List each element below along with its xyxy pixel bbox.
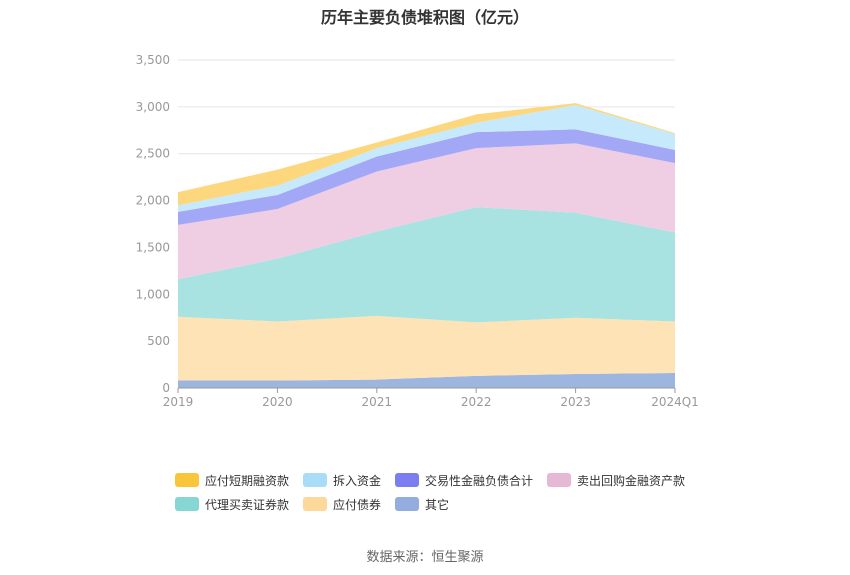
y-tick-label: 2,000 [136,194,170,208]
legend-label: 拆入资金 [333,473,382,488]
legend-item[interactable]: 其它 [395,496,449,512]
y-tick-label: 500 [147,334,170,348]
y-tick-label: 2,500 [136,147,170,161]
legend-item[interactable]: 应付债券 [303,496,381,512]
y-tick-label: 0 [162,381,170,395]
x-tick-label: 2020 [262,395,293,409]
area-拆入资金 [178,104,675,212]
legend-label: 其它 [425,497,450,512]
source-note: 数据来源：恒生聚源 [366,550,484,565]
axes: 0 500 1,000 1,500 2,000 2,500 3,000 3,500 2019 20… [136,53,699,409]
area-series [178,103,675,388]
legend-swatch [547,473,572,487]
legend-item[interactable]: 卖出回购金融资产款 [547,472,685,488]
x-tick-label: 2019 [163,395,194,409]
legend-swatch [395,473,420,487]
legend-item[interactable]: 拆入资金 [303,472,381,488]
legend-label: 交易性金融负债合计 [425,473,534,488]
legend-label: 代理买卖证券款 [205,497,290,512]
legend: 应付短期融资款 拆入资金 交易性金融负债合计 卖出回购金融资产款代理买卖证券款 应付债券… [175,472,715,512]
legend-item[interactable]: 代理买卖证券款 [175,496,289,512]
y-tick-label: 1,000 [136,287,170,301]
legend-swatch [175,497,199,511]
legend-swatch [175,473,199,487]
area-其它 [178,373,675,388]
x-tick-label: 2023 [560,395,591,409]
stacked-area-chart: 0 500 1,000 1,500 2,000 2,500 3,000 3,500 2019 20… [136,53,699,409]
y-tick-label: 3,000 [136,100,170,114]
x-tick-label: 2022 [461,395,492,409]
chart-title: 历年主要负债堆积图（亿元） [320,8,529,27]
legend-swatch [395,497,420,511]
legend-swatch [303,497,328,511]
area-卖出回购金融资产款 [178,143,675,280]
area-代理买卖证券款 [178,207,675,323]
x-tick-label: 2021 [362,395,393,409]
legend-swatch [303,473,328,487]
area-交易性金融负债合计 [178,129,675,225]
legend-label: 卖出回购金融资产款 [577,473,686,488]
legend-label: 应付债券 [333,497,382,512]
area-应付短期融资款 [178,103,675,206]
x-tick-label: 2024Q1 [651,395,699,409]
y-tick-label: 1,500 [136,240,170,254]
area-应付债券 [178,315,675,381]
legend-item[interactable]: 应付短期融资款 [175,472,289,488]
legend-item[interactable]: 交易性金融负债合计 [395,472,533,488]
y-tick-label: 3,500 [136,53,170,67]
legend-label: 应付短期融资款 [205,473,290,488]
